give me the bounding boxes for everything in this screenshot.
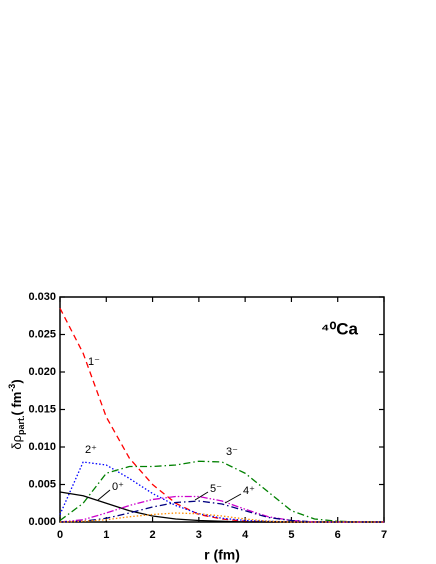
y-tick-label: 0.020	[28, 366, 56, 378]
series-label: 4⁺	[243, 485, 255, 497]
series-label: 2⁺	[85, 444, 97, 456]
y-axis-label-part: part.	[16, 416, 26, 436]
y-tick-label: 0.030	[28, 291, 56, 303]
x-tick-label: 4	[242, 529, 249, 541]
series-label: 1⁻	[88, 356, 100, 368]
y-axis-label-part: ( fm	[9, 392, 24, 416]
series-label: 3⁻	[226, 446, 238, 458]
y-axis-label-part: δρ	[9, 435, 24, 450]
x-tick-label: 2	[150, 529, 156, 541]
x-axis-label: r (fm)	[204, 547, 240, 563]
series-label: 0⁺	[112, 481, 124, 493]
series-line	[59, 461, 384, 523]
label-arrow	[224, 493, 242, 504]
label-arrow	[97, 489, 111, 501]
x-tick-label: 6	[335, 529, 341, 541]
y-tick-label: 0.010	[28, 441, 56, 453]
y-axis-label-part: -3	[7, 384, 17, 392]
y-tick-label: 0.025	[28, 328, 56, 340]
y-axis-label: δρpart.( fm-3)	[7, 379, 26, 449]
y-tick-label: 0.000	[28, 516, 56, 528]
series-label: 5⁻	[210, 483, 222, 495]
y-axis-label-part: )	[9, 379, 24, 383]
series-line	[59, 460, 384, 523]
x-tick-label: 7	[381, 529, 387, 541]
x-tick-label: 0	[57, 529, 63, 541]
x-tick-label: 5	[288, 529, 294, 541]
y-tick-label: 0.005	[28, 478, 56, 490]
series-line	[59, 307, 384, 523]
series-line	[59, 500, 384, 523]
x-tick-label: 3	[196, 529, 202, 541]
label-arrow	[194, 491, 209, 501]
annotation: ⁴⁰Ca	[321, 319, 359, 338]
y-tick-label: 0.015	[28, 403, 56, 415]
x-tick-label: 1	[103, 529, 109, 541]
series-line	[59, 512, 384, 523]
